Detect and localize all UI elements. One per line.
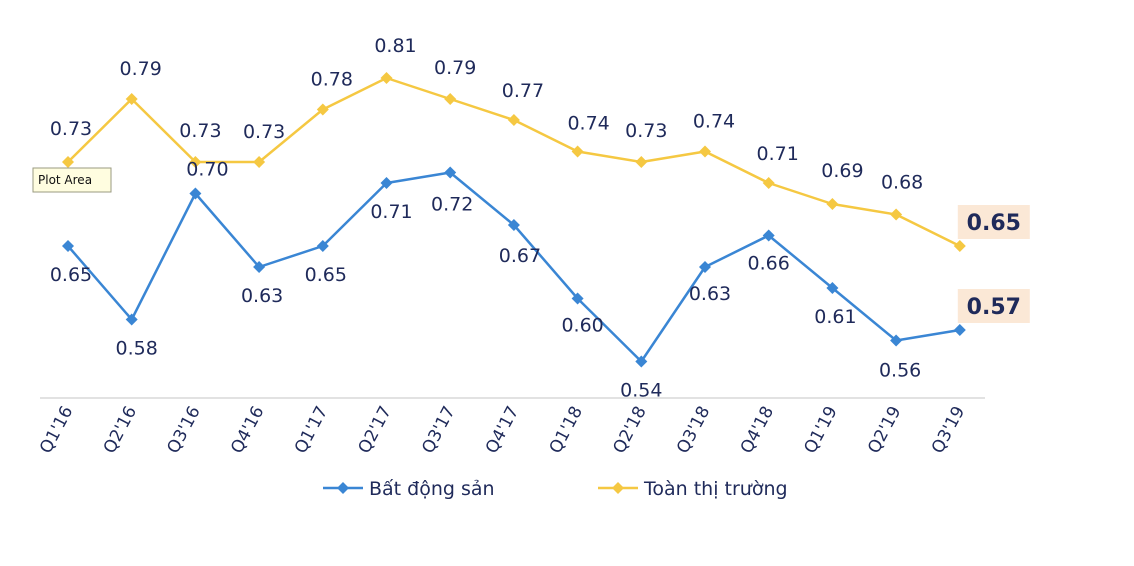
data-label: 0.77 (502, 80, 544, 102)
highlight-label-bg (957, 289, 1030, 323)
data-label-layer: 0.65 0.58 0.70 0.63 0.65 0.71 0.72 0.67 0.60 0.54… (50, 35, 1030, 402)
series-2-point (571, 145, 584, 158)
series-2-point (253, 156, 266, 168)
x-tick-label: Q2'19 (864, 403, 905, 457)
x-tick-layer: Q1'16 Q2'16 Q3'16 Q4'16 Q1'17 Q2'17 Q3'17 Q4'17… (36, 403, 969, 457)
plot-area-tooltip: Plot Area (32, 167, 112, 193)
x-tick-label: Q3'18 (673, 403, 714, 457)
series-1-point (189, 187, 202, 200)
data-label: 0.54 (620, 380, 662, 402)
x-tick-label: Q4'18 (737, 403, 778, 457)
data-label: 0.61 (814, 306, 856, 328)
x-tick-label: Q1'17 (291, 403, 332, 457)
series-2-point (316, 103, 329, 116)
series-1-point (253, 261, 266, 273)
data-label: 0.73 (625, 120, 667, 142)
x-tick-label: Q2'18 (609, 403, 650, 457)
x-tick-label: Q3'17 (418, 403, 459, 457)
data-label: 0.78 (311, 69, 353, 91)
data-label: 0.70 (186, 159, 228, 181)
x-tick-label: Q4'16 (227, 403, 268, 457)
series-2-point (507, 114, 520, 126)
x-tick-label: Q4'17 (482, 403, 523, 457)
data-label: 0.60 (561, 315, 603, 337)
x-tick-label: Q2'16 (100, 403, 141, 457)
x-tick-label: Q1'19 (800, 403, 841, 457)
data-label: 0.63 (241, 285, 283, 307)
legend-label: Bất động sản (369, 478, 495, 500)
data-label: 0.73 (50, 118, 92, 140)
data-label: 0.73 (243, 121, 285, 143)
series-1-point (953, 324, 966, 336)
data-label: 0.72 (431, 194, 473, 216)
series-1-point (62, 240, 74, 252)
series-1-point (890, 334, 903, 347)
series-1-point (507, 219, 520, 231)
x-tick-label: Q1'16 (36, 403, 77, 457)
legend-swatch-marker (337, 482, 349, 494)
legend: Bất động sản Toàn thị trường (323, 478, 788, 500)
data-label: 0.74 (693, 111, 735, 133)
series-2-point (444, 93, 457, 105)
data-label: 0.65 (305, 264, 347, 286)
series-layer (62, 72, 966, 368)
data-label: 0.63 (689, 283, 731, 305)
data-label: 0.79 (434, 57, 476, 79)
series-2-point (635, 156, 648, 168)
series-1-point (444, 166, 457, 179)
tooltip-label: Plot Area (38, 173, 92, 187)
data-label: 0.81 (374, 35, 416, 57)
data-label: 0.65 (967, 211, 1021, 236)
series-1-point (699, 261, 711, 273)
series-2-point (953, 240, 966, 252)
data-label: 0.74 (567, 113, 609, 135)
series-1-point (635, 355, 648, 368)
series-2-point (762, 177, 775, 189)
series-2-point (826, 198, 839, 210)
series-2-point (699, 145, 711, 158)
data-label: 0.58 (116, 338, 158, 360)
data-label: 0.57 (967, 295, 1021, 320)
highlight-label-bg (957, 205, 1030, 239)
data-label: 0.73 (179, 120, 221, 142)
series-2-point (125, 93, 138, 105)
x-tick-label: Q3'16 (163, 403, 204, 457)
series-1-point (826, 282, 839, 294)
series-2-point (380, 72, 393, 84)
series-1-point (125, 313, 138, 326)
x-tick-label: Q2'17 (355, 403, 396, 457)
data-label: 0.69 (821, 160, 863, 182)
series-2-point (890, 208, 903, 221)
data-label: 0.56 (879, 360, 921, 382)
series-2-point (62, 156, 74, 168)
legend-label: Toàn thị trường (643, 478, 788, 500)
x-tick-label: Q3'19 (928, 403, 969, 457)
data-label: 0.65 (50, 264, 92, 286)
data-label: 0.71 (757, 143, 799, 165)
series-1-point (380, 177, 393, 189)
legend-swatch-marker (612, 482, 624, 494)
x-tick-label: Q1'18 (546, 403, 587, 457)
data-label: 0.68 (881, 172, 923, 194)
data-label: 0.67 (499, 245, 541, 267)
series-1-point (571, 292, 584, 305)
data-label: 0.66 (748, 253, 790, 275)
series-1-point (316, 240, 329, 252)
series-2-point (189, 156, 202, 168)
data-label: 0.71 (370, 201, 412, 223)
data-label: 0.79 (120, 58, 162, 80)
series-1-point (762, 229, 775, 242)
